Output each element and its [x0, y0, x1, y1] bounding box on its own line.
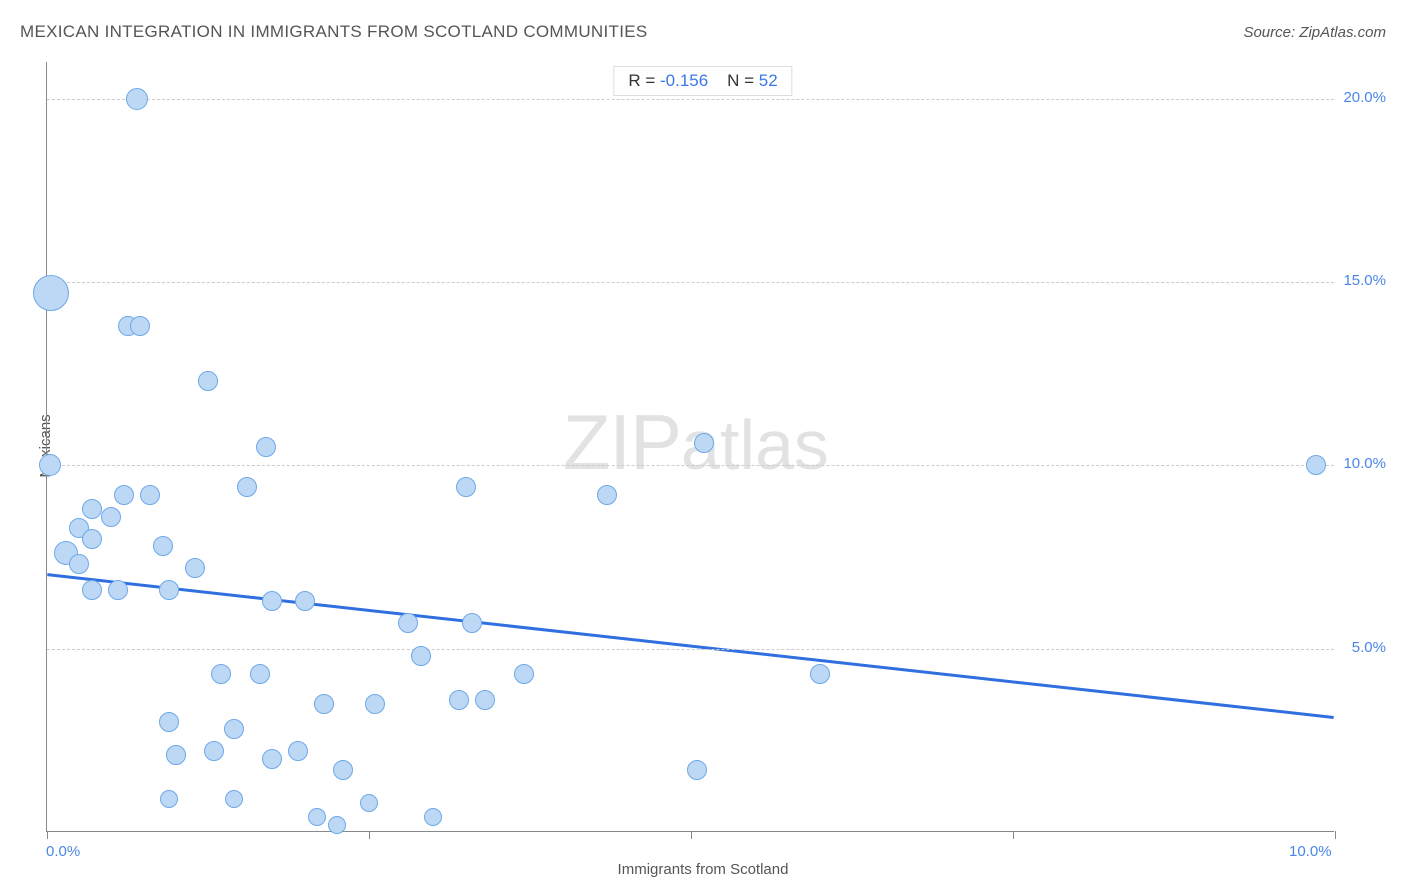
scatter-point: [694, 433, 714, 453]
scatter-point: [108, 580, 128, 600]
scatter-point: [462, 613, 482, 633]
x-axis-label: Immigrants from Scotland: [618, 861, 789, 878]
scatter-point: [449, 690, 469, 710]
scatter-point: [360, 794, 378, 812]
r-label: R =: [628, 71, 655, 90]
scatter-point: [130, 316, 150, 336]
scatter-point: [185, 558, 205, 578]
scatter-point: [82, 499, 102, 519]
y-tick-label: 5.0%: [1352, 639, 1386, 656]
chart-source: Source: ZipAtlas.com: [1243, 24, 1386, 41]
x-tick: [1335, 831, 1336, 839]
scatter-point: [295, 591, 315, 611]
scatter-point: [514, 664, 534, 684]
trend-line-svg: [47, 62, 1334, 831]
x-tick: [369, 831, 370, 839]
scatter-point: [262, 749, 282, 769]
y-tick-label: 20.0%: [1343, 89, 1386, 106]
scatter-point: [126, 88, 148, 110]
scatter-point: [810, 664, 830, 684]
scatter-point: [159, 580, 179, 600]
gridline: [47, 282, 1334, 283]
trend-line: [47, 575, 1333, 718]
gridline: [47, 99, 1334, 100]
x-tick: [691, 831, 692, 839]
scatter-point: [398, 613, 418, 633]
r-value: -0.156: [660, 71, 708, 90]
scatter-point: [456, 477, 476, 497]
scatter-point: [365, 694, 385, 714]
scatter-point: [82, 529, 102, 549]
scatter-point: [333, 760, 353, 780]
x-tick: [47, 831, 48, 839]
n-label: N =: [727, 71, 754, 90]
scatter-point: [328, 816, 346, 834]
chart-header: MEXICAN INTEGRATION IN IMMIGRANTS FROM S…: [20, 22, 1386, 52]
stats-box: R = -0.156 N = 52: [613, 66, 792, 96]
scatter-point: [33, 275, 69, 311]
x-tick-label: 10.0%: [1289, 843, 1332, 860]
scatter-point: [69, 554, 89, 574]
scatter-point: [262, 591, 282, 611]
scatter-point: [160, 790, 178, 808]
scatter-point: [256, 437, 276, 457]
scatter-point: [314, 694, 334, 714]
scatter-point: [39, 454, 61, 476]
scatter-point: [114, 485, 134, 505]
scatter-point: [597, 485, 617, 505]
scatter-point: [424, 808, 442, 826]
y-tick-label: 10.0%: [1343, 455, 1386, 472]
n-value: 52: [759, 71, 778, 90]
chart-title: MEXICAN INTEGRATION IN IMMIGRANTS FROM S…: [20, 22, 648, 42]
scatter-point: [224, 719, 244, 739]
scatter-point: [101, 507, 121, 527]
x-tick: [1013, 831, 1014, 839]
scatter-point: [250, 664, 270, 684]
scatter-point: [475, 690, 495, 710]
watermark-big: ZIP: [563, 397, 681, 485]
scatter-point: [204, 741, 224, 761]
y-tick-label: 15.0%: [1343, 272, 1386, 289]
scatter-point: [211, 664, 231, 684]
scatter-point: [225, 790, 243, 808]
scatter-point: [411, 646, 431, 666]
scatter-point: [687, 760, 707, 780]
x-tick-label: 0.0%: [46, 843, 80, 860]
scatter-point: [153, 536, 173, 556]
scatter-plot-area: ZIPatlas: [46, 62, 1334, 832]
scatter-point: [82, 580, 102, 600]
scatter-point: [140, 485, 160, 505]
gridline: [47, 465, 1334, 466]
scatter-point: [198, 371, 218, 391]
gridline: [47, 649, 1334, 650]
scatter-point: [159, 712, 179, 732]
scatter-point: [288, 741, 308, 761]
scatter-point: [166, 745, 186, 765]
scatter-point: [237, 477, 257, 497]
scatter-point: [308, 808, 326, 826]
scatter-point: [1306, 455, 1326, 475]
